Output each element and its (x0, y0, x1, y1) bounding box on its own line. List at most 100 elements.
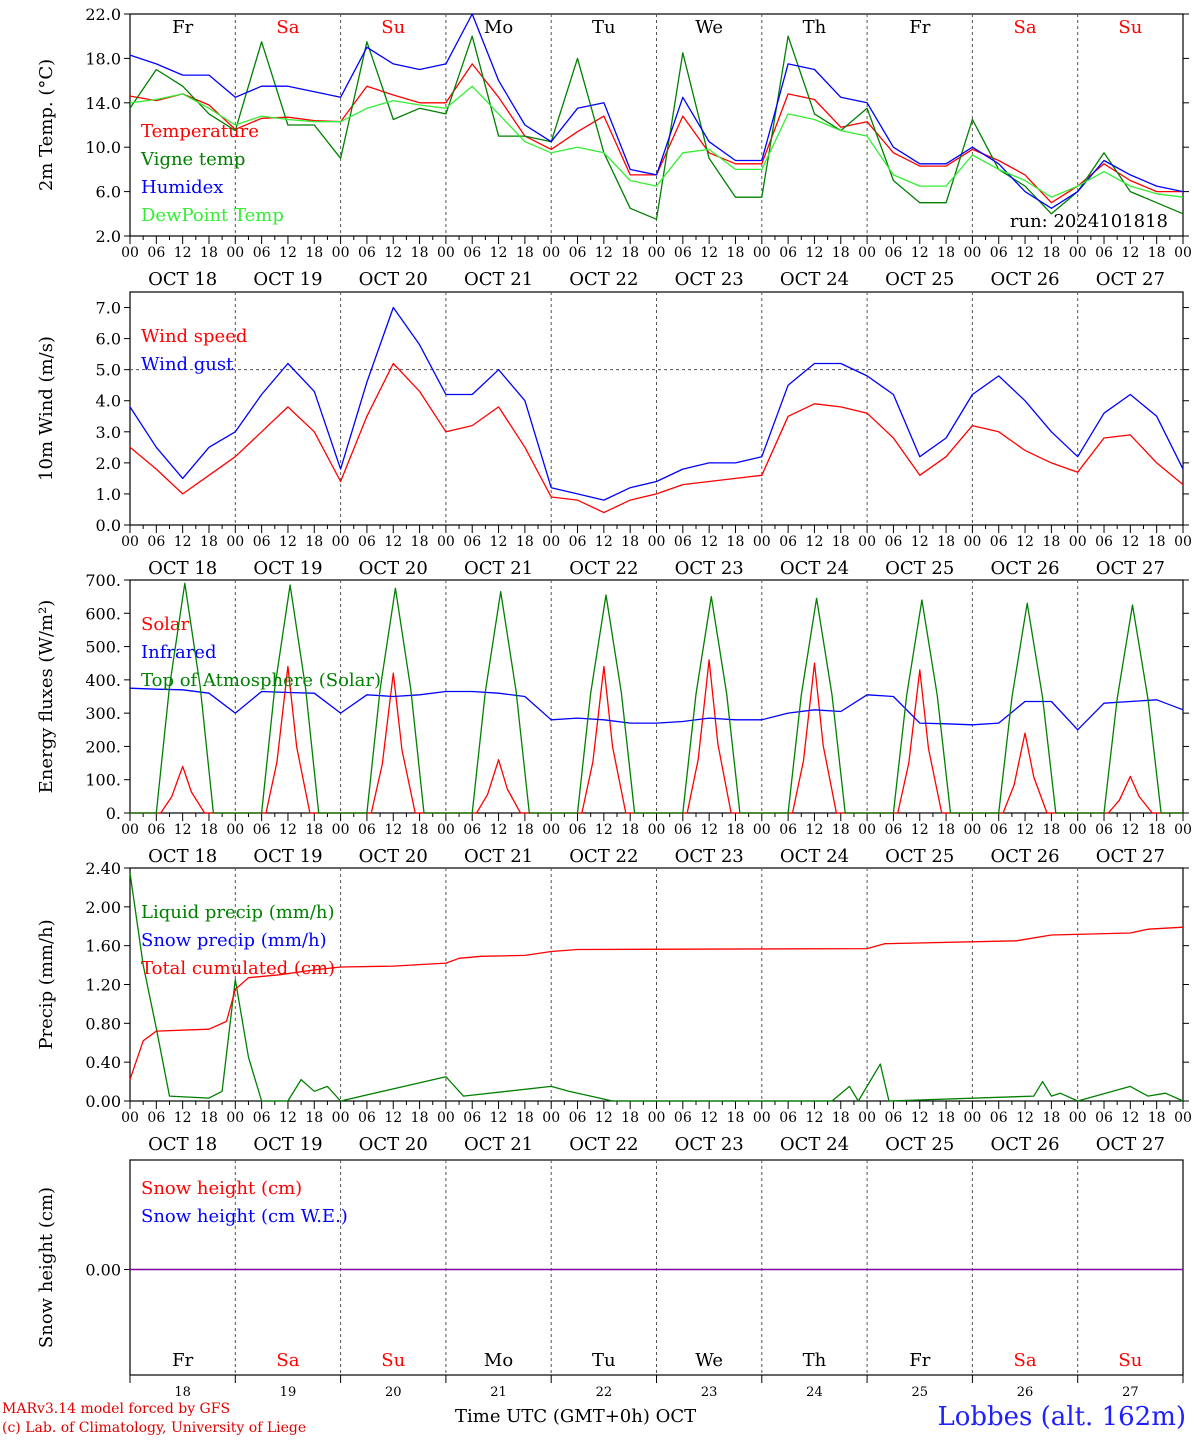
precip-hour-label: 00 (226, 1110, 244, 1126)
precip-legend-total-cumulated-cm-: Total cumulated (cm) (141, 958, 335, 979)
energy-legend-infrared: Infrared (141, 642, 216, 663)
wind-y-axis-label: 10m Wind (m/s) (36, 336, 57, 481)
snow-day-label: Su (381, 1350, 405, 1371)
temp-hour-label: 18 (727, 245, 745, 261)
precip-hour-label: 18 (1042, 1110, 1060, 1126)
snow-day-label: Fr (909, 1350, 930, 1371)
snow-day-number: 24 (806, 1385, 823, 1400)
energy-hour-label: 18 (305, 822, 323, 838)
temp-day-label: Th (803, 17, 827, 38)
wind-hour-label: 12 (595, 534, 613, 550)
energy-hour-label: 00 (753, 822, 771, 838)
snow-day-number: 25 (911, 1385, 928, 1400)
energy-hour-label: 06 (885, 822, 903, 838)
energy-hour-label: 18 (516, 822, 534, 838)
x-axis-label: Time UTC (GMT+0h) OCT (455, 1406, 697, 1427)
precip-hour-label: 12 (1016, 1110, 1034, 1126)
wind-hour-label: 00 (963, 534, 981, 550)
snow-legend-snow-height-cm-w-e-: Snow height (cm W.E.) (141, 1206, 348, 1227)
wind-hour-label: 00 (1069, 534, 1087, 550)
energy-legend-solar: Solar (141, 614, 190, 635)
temp-date-label: OCT 22 (569, 269, 638, 290)
temp-hour-label: 00 (332, 245, 350, 261)
wind-hour-label: 00 (121, 534, 139, 550)
temp-hour-label: 18 (832, 245, 850, 261)
snow-day-number: 22 (596, 1385, 613, 1400)
wind-y-tick-label: 5.0 (96, 361, 121, 380)
temp-day-label: We (695, 17, 723, 38)
temp-day-label: Fr (909, 17, 930, 38)
temp-hour-label: 00 (858, 245, 876, 261)
energy-date-label: OCT 19 (253, 846, 322, 867)
temp-date-label: OCT 27 (1096, 269, 1165, 290)
precip-hour-label: 00 (1174, 1110, 1192, 1126)
precip-hour-label: 18 (305, 1110, 323, 1126)
temp-legend-temperature: Temperature (141, 121, 259, 142)
precip-hour-label: 12 (279, 1110, 297, 1126)
precip-hour-label: 18 (727, 1110, 745, 1126)
temp-hour-label: 06 (674, 245, 692, 261)
precip-hour-label: 06 (990, 1110, 1008, 1126)
temp-hour-label: 18 (200, 245, 218, 261)
snow-y-axis-label: Snow height (cm) (36, 1187, 57, 1348)
snow-legend-snow-height-cm-: Snow height (cm) (141, 1178, 302, 1199)
energy-date-label: OCT 24 (780, 846, 849, 867)
temp-date-label: OCT 20 (359, 269, 428, 290)
temp-date-label: OCT 26 (990, 269, 1059, 290)
energy-series-top-of-atmosphere-solar- (130, 582, 1183, 814)
wind-hour-label: 18 (832, 534, 850, 550)
run-label: run: 2024101818 (1010, 211, 1168, 232)
wind-hour-label: 12 (911, 534, 929, 550)
precip-hour-label: 00 (963, 1110, 981, 1126)
energy-hour-label: 12 (174, 822, 192, 838)
energy-hour-label: 18 (1148, 822, 1166, 838)
temp-hour-label: 00 (437, 245, 455, 261)
energy-hour-label: 00 (226, 822, 244, 838)
energy-hour-label: 12 (490, 822, 508, 838)
wind-hour-label: 18 (411, 534, 429, 550)
energy-y-tick-label: 300. (85, 704, 121, 723)
temp-hour-label: 12 (490, 245, 508, 261)
temp-hour-label: 12 (595, 245, 613, 261)
precip-hour-label: 06 (147, 1110, 165, 1126)
precip-series-liquid-precip-mm-h- (129, 872, 1184, 1102)
snow-day-label: Fr (172, 1350, 193, 1371)
wind-hour-label: 06 (885, 534, 903, 550)
temp-day-label: Su (381, 17, 405, 38)
wind-hour-label: 06 (463, 534, 481, 550)
wind-date-label: OCT 25 (885, 558, 954, 579)
energy-hour-label: 06 (990, 822, 1008, 838)
snow-day-label: Mo (484, 1350, 513, 1371)
energy-hour-label: 06 (569, 822, 587, 838)
precip-hour-label: 06 (674, 1110, 692, 1126)
precip-hour-label: 06 (569, 1110, 587, 1126)
precip-hour-label: 06 (885, 1110, 903, 1126)
wind-hour-label: 00 (332, 534, 350, 550)
precip-date-label: OCT 22 (569, 1134, 638, 1155)
temp-legend-vigne-temp: Vigne temp (140, 149, 245, 170)
temp-hour-label: 00 (1069, 245, 1087, 261)
wind-y-tick-label: 3.0 (96, 423, 121, 442)
wind-hour-label: 12 (1121, 534, 1139, 550)
energy-hour-label: 00 (963, 822, 981, 838)
energy-y-tick-label: 500. (85, 638, 121, 657)
temp-date-label: OCT 19 (253, 269, 322, 290)
snow-day-number: 27 (1122, 1385, 1139, 1400)
wind-series-wind-gust (129, 306, 1184, 501)
temp-hour-label: 18 (621, 245, 639, 261)
temp-hour-label: 12 (279, 245, 297, 261)
energy-hour-label: 12 (279, 822, 297, 838)
wind-hour-label: 06 (1095, 534, 1113, 550)
wind-date-label: OCT 18 (148, 558, 217, 579)
precip-hour-label: 00 (332, 1110, 350, 1126)
energy-hour-label: 00 (121, 822, 139, 838)
temp-date-label: OCT 24 (780, 269, 849, 290)
wind-hour-label: 12 (806, 534, 824, 550)
snow-day-label: We (695, 1350, 723, 1371)
wind-hour-label: 18 (937, 534, 955, 550)
temp-legend-humidex: Humidex (141, 177, 223, 198)
energy-hour-label: 18 (727, 822, 745, 838)
wind-hour-label: 18 (1148, 534, 1166, 550)
temp-y-tick-label: 14.0 (85, 94, 121, 113)
temp-hour-label: 00 (1174, 245, 1192, 261)
